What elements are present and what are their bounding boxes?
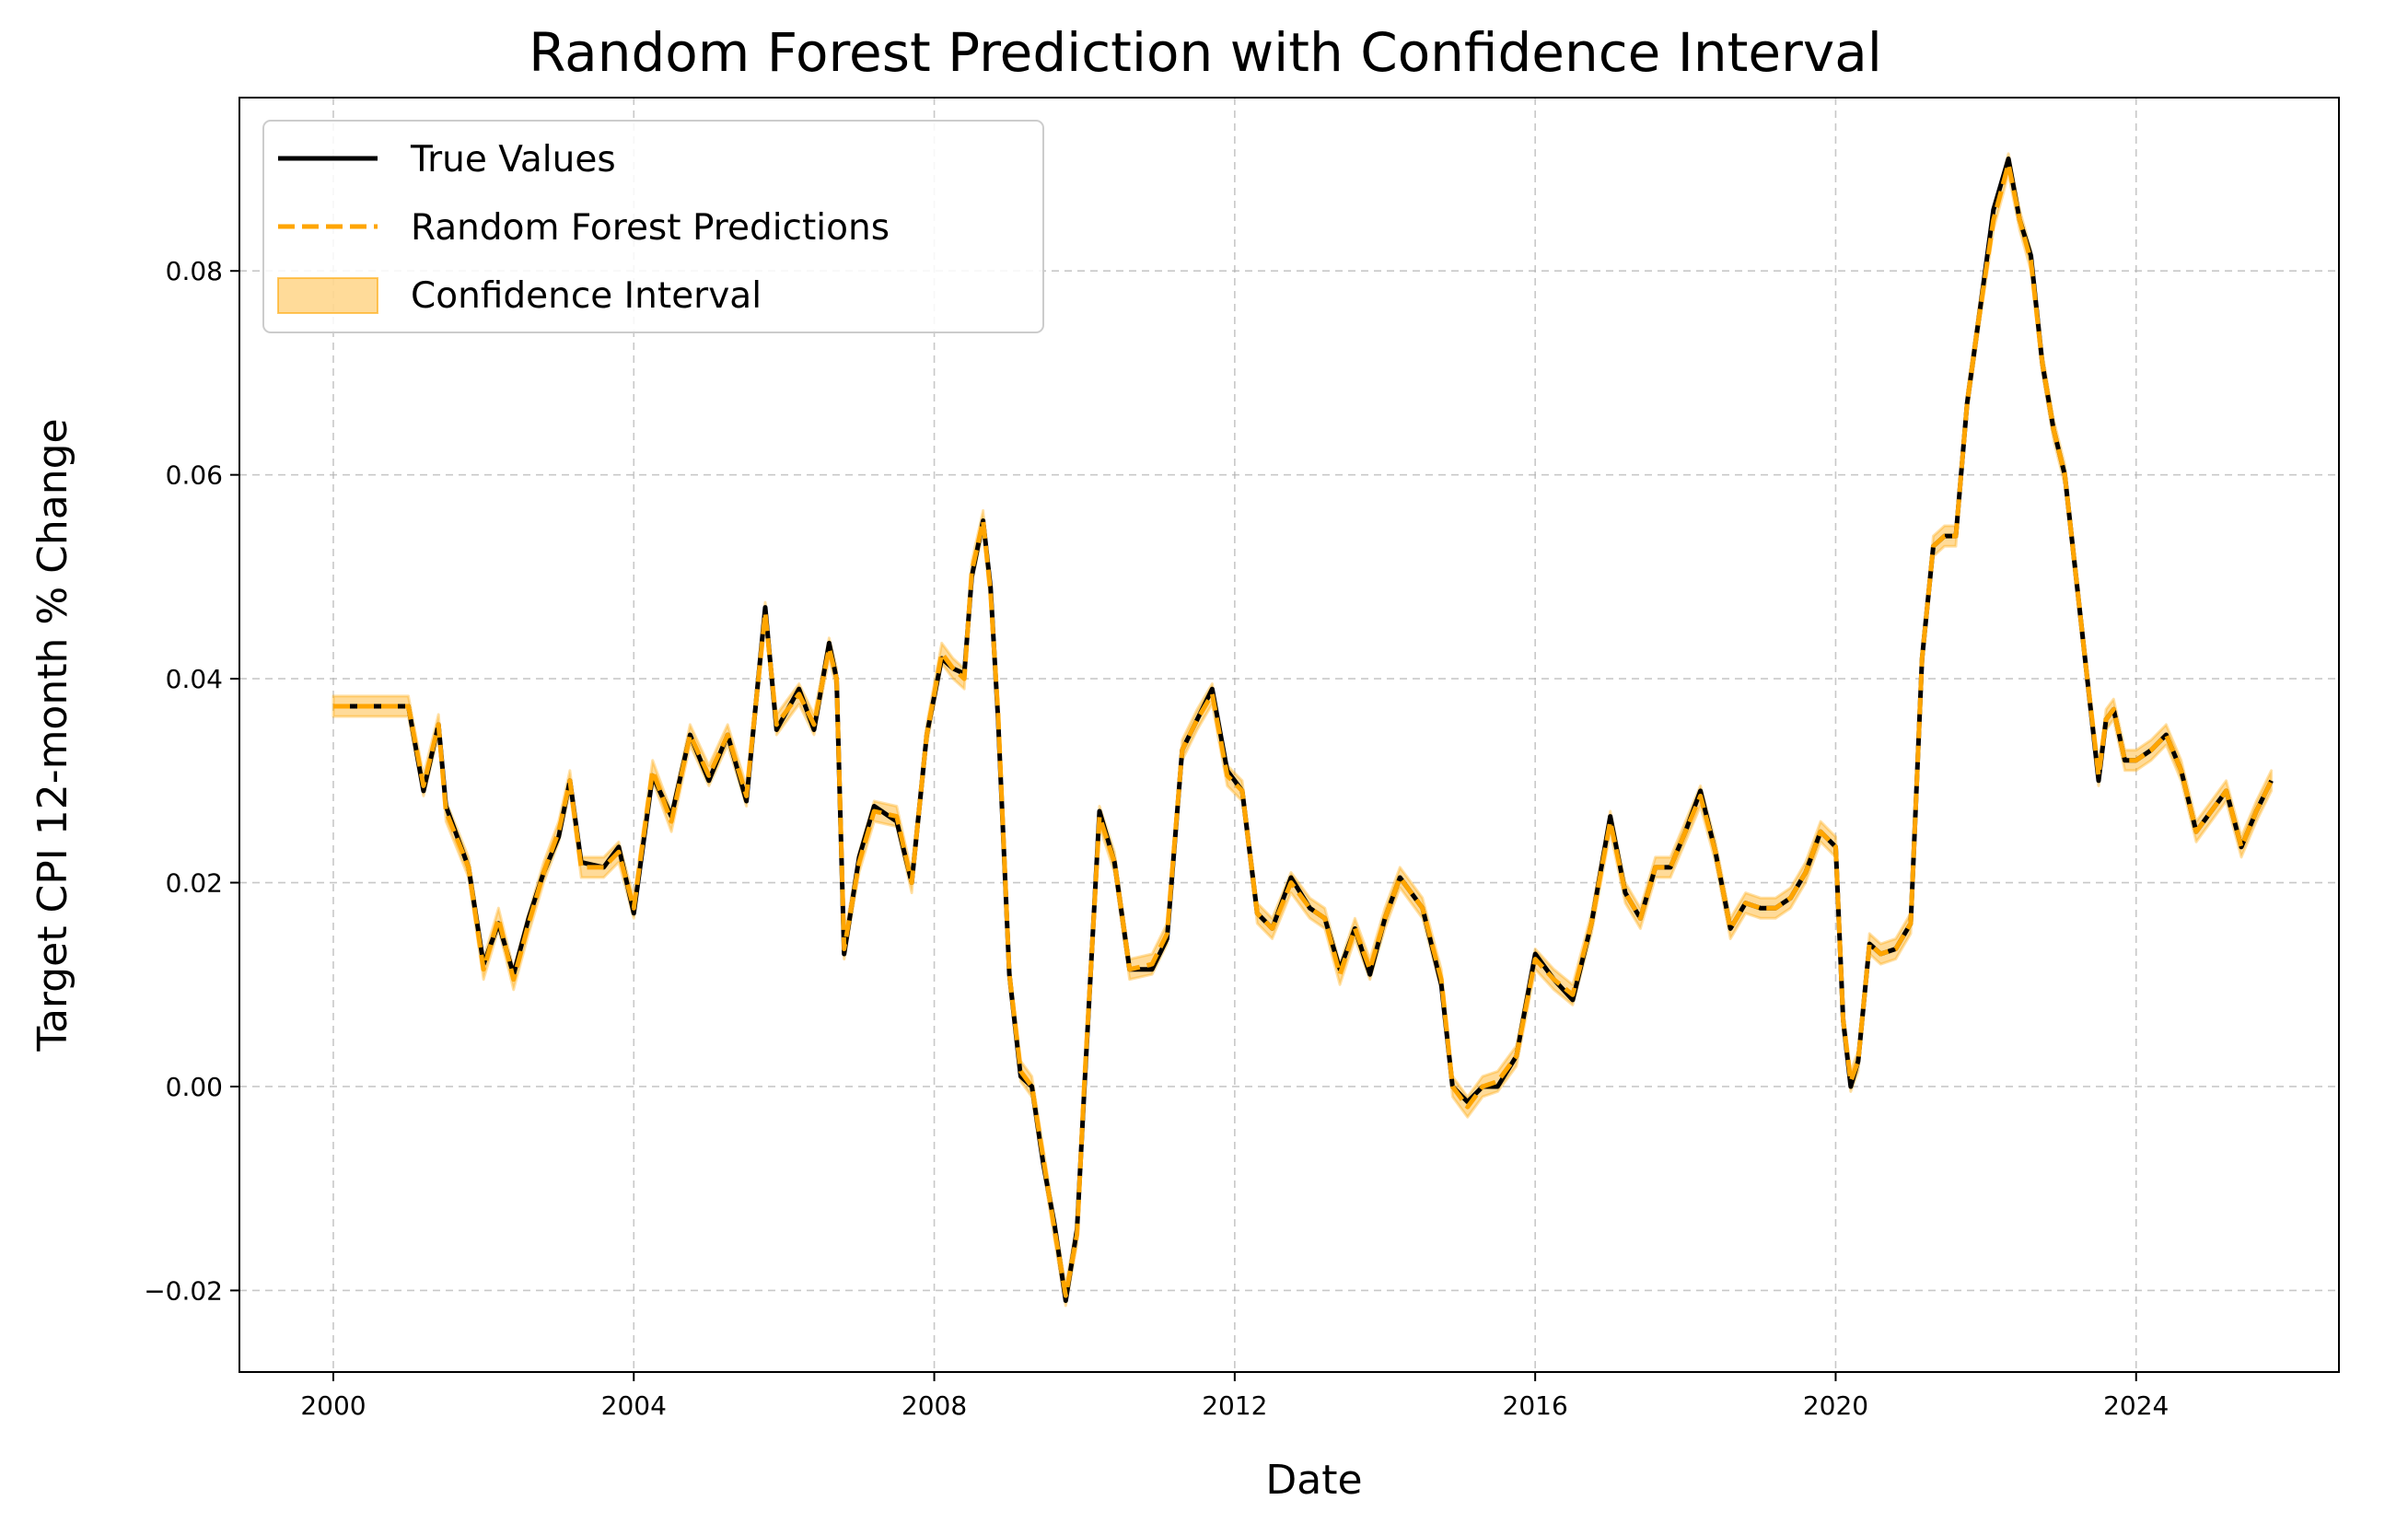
chart-title: Random Forest Prediction with Confidence…: [529, 21, 1882, 84]
y-tick-label: 0.00: [166, 1072, 223, 1102]
predictions-series: [333, 161, 2274, 1298]
y-tick-label: −0.02: [144, 1275, 223, 1306]
x-tick-label: 2024: [2103, 1390, 2169, 1421]
x-tick-label: 2016: [1503, 1390, 1568, 1421]
y-axis: −0.02 0.00 0.02 0.04 0.06 0.08: [144, 256, 239, 1306]
y-tick-label: 0.06: [166, 460, 223, 491]
x-tick-label: 2020: [1803, 1390, 1868, 1421]
y-tick-label: 0.08: [166, 256, 223, 286]
true-values-series: [333, 156, 2274, 1303]
x-tick-label: 2000: [300, 1390, 366, 1421]
x-axis-label: Date: [1265, 1457, 1362, 1504]
x-tick-label: 2012: [1202, 1390, 1267, 1421]
y-axis-label: Target CPI 12-month % Change: [29, 418, 76, 1052]
legend: True Values Random Forest Predictions Co…: [262, 120, 1044, 333]
plot-frame: [238, 97, 2340, 1373]
legend-predictions-label: Random Forest Predictions: [411, 207, 890, 249]
true-values-line: [333, 156, 2274, 1303]
legend-true-values-label: True Values: [410, 139, 616, 180]
x-tick-label: 2004: [601, 1390, 667, 1421]
legend-confidence-interval-swatch: [277, 277, 378, 314]
predictions-line: [333, 161, 2274, 1298]
x-tick-label: 2008: [902, 1390, 967, 1421]
legend-confidence-interval-label: Confidence Interval: [411, 275, 762, 317]
y-tick-label: 0.04: [166, 664, 223, 694]
legend-box: [262, 120, 1044, 333]
y-tick-label: 0.02: [166, 868, 223, 899]
x-axis: 2000 2004 2008 2012 2016 2020 2024: [300, 1372, 2169, 1421]
